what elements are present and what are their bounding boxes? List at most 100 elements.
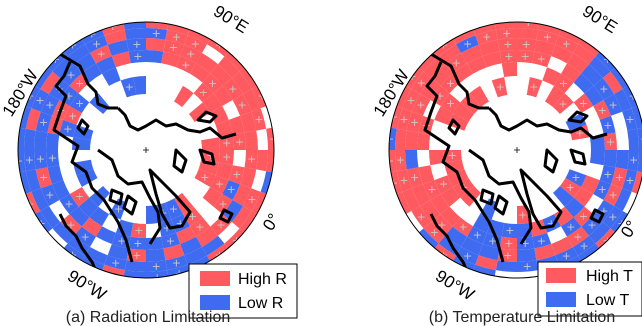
grid-sector	[501, 222, 517, 239]
grid-sector	[517, 28, 539, 40]
significance-marker: +	[97, 47, 106, 60]
grid-sector	[517, 49, 535, 64]
grid-sector	[210, 64, 232, 86]
grid-sector	[190, 63, 211, 83]
grid-sector	[31, 89, 49, 112]
grid-sector	[536, 29, 559, 45]
legend-b: High T Low T	[537, 261, 642, 317]
grid-sector	[602, 71, 623, 94]
grid-sector	[188, 102, 211, 122]
grid-sector	[611, 167, 628, 189]
grid-sector	[194, 169, 216, 187]
grid-sector	[90, 44, 112, 64]
significance-marker: +	[117, 234, 126, 247]
grid-sector	[202, 187, 223, 207]
grid-sector	[542, 67, 561, 86]
grid-sector	[482, 51, 502, 68]
grid-sector	[124, 28, 146, 40]
grid-sector	[406, 167, 423, 189]
grid-sector	[396, 108, 412, 131]
significance-marker: +	[625, 174, 634, 187]
grid-sector	[146, 49, 164, 64]
significance-marker: +	[227, 183, 236, 196]
grid-sector	[146, 38, 166, 52]
grid-sector	[567, 226, 589, 247]
grid-sector	[614, 188, 632, 211]
grid-sector	[456, 247, 479, 265]
significance-marker: +	[579, 239, 588, 252]
grid-sector	[589, 150, 606, 166]
significance-marker: +	[66, 219, 75, 232]
significance-marker: +	[208, 77, 217, 90]
grid-sector	[569, 124, 590, 141]
significance-marker: +	[216, 219, 225, 232]
significance-marker: +	[169, 41, 178, 54]
significance-marker: +	[566, 221, 575, 234]
grid-sector	[411, 184, 431, 206]
grid-sector	[165, 255, 188, 271]
significance-marker: +	[463, 38, 472, 51]
significance-marker: +	[75, 77, 84, 90]
significance-marker: +	[195, 221, 204, 234]
grid-sector	[104, 255, 127, 271]
grid-sector	[222, 180, 240, 200]
grid-sector	[111, 51, 131, 68]
significance-marker: +	[152, 27, 161, 40]
significance-marker: +	[562, 250, 571, 263]
grid-sector	[59, 119, 77, 138]
grid-sector	[581, 64, 603, 86]
grid-sector	[444, 159, 465, 176]
grid-sector	[31, 188, 49, 211]
grid-sector	[35, 167, 52, 189]
significance-marker: +	[598, 104, 607, 117]
significance-marker: +	[521, 50, 530, 63]
grid-sector	[251, 108, 267, 131]
legend-label-low-b: Low T	[586, 292, 630, 309]
grid-sector	[128, 49, 146, 64]
grid-sector	[517, 248, 537, 262]
grid-sector	[573, 93, 594, 113]
grid-sector	[581, 175, 600, 194]
grid-sector	[104, 29, 127, 45]
significance-marker: +	[81, 230, 90, 243]
grid-sector	[395, 128, 407, 150]
grid-sector	[615, 150, 629, 170]
grid-sector	[593, 78, 614, 100]
grid-sector	[24, 150, 36, 172]
legend-label-high-b: High T	[586, 268, 633, 285]
grid-sector	[406, 111, 423, 133]
grid-sector	[176, 56, 196, 74]
grid-sector	[534, 244, 556, 261]
grid-sector	[551, 236, 573, 256]
significance-marker: +	[505, 224, 514, 237]
grid-sector	[532, 51, 552, 68]
significance-marker: +	[132, 249, 141, 262]
significance-marker: +	[640, 132, 642, 145]
grid-sector	[529, 219, 548, 237]
significance-marker: +	[68, 109, 77, 122]
grid-sector	[244, 150, 258, 170]
significance-marker: +	[64, 197, 73, 210]
significance-marker: +	[172, 257, 181, 270]
significance-marker: +	[396, 154, 405, 167]
legend-swatch-low-b	[546, 292, 576, 307]
grid-sector	[96, 226, 116, 244]
significance-marker: +	[439, 178, 448, 191]
coastlines-b	[423, 52, 608, 277]
grid-sector	[34, 150, 48, 170]
grid-sector	[85, 35, 108, 53]
grid-sector	[499, 49, 517, 64]
grid-sector	[599, 115, 616, 135]
grid-sector	[180, 44, 202, 64]
grid-sector	[602, 206, 623, 229]
significance-marker: +	[410, 116, 419, 129]
significance-marker: +	[125, 81, 134, 94]
grid-sector	[593, 200, 614, 222]
significance-marker: +	[599, 204, 608, 217]
grid-sector	[73, 159, 94, 176]
grid-sector	[107, 39, 129, 56]
significance-marker: +	[247, 153, 256, 166]
grid-sector	[243, 188, 261, 211]
significance-marker: +	[587, 219, 596, 232]
grid-sector	[202, 73, 223, 94]
